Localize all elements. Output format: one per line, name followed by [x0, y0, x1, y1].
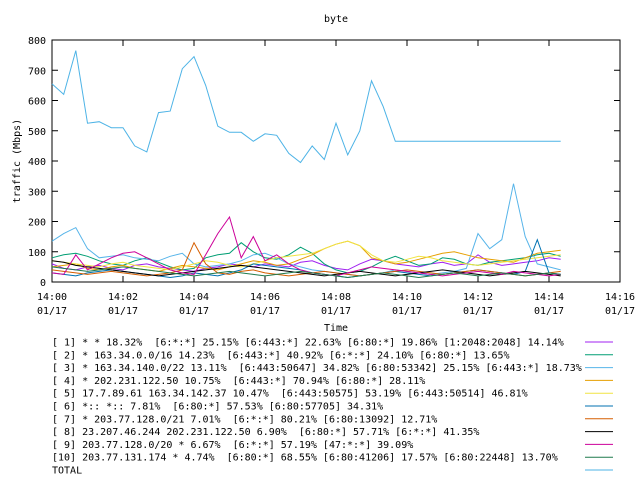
legend-label-7: [ 7] * 203.77.128.0/21 7.01% [6:*:*] 80.…	[52, 414, 437, 425]
x-tick-label-time: 14:14	[534, 292, 564, 303]
series-line-9	[51, 215, 561, 277]
x-tick-label-date: 01/17	[605, 306, 635, 317]
x-tick-label-date: 01/17	[179, 306, 209, 317]
x-tick-label-time: 14:06	[250, 292, 280, 303]
x-tick-label-date: 01/17	[392, 306, 422, 317]
y-tick-label: 200	[28, 218, 46, 229]
legend-label-5: [ 5] 17.7.89.61 163.34.142.37 10.47% [6:…	[52, 389, 528, 400]
series-line-10	[51, 266, 561, 279]
series-lines	[51, 50, 561, 279]
y-tick-label: 300	[28, 187, 46, 198]
x-tick-label-time: 14:02	[108, 292, 138, 303]
series-line-8	[51, 260, 561, 277]
y-tick-label: 700	[28, 66, 46, 77]
x-tick-label-time: 14:00	[37, 292, 67, 303]
y-axis-ticks: 0 100 200 300 400 500 600 700 800	[28, 36, 620, 289]
series-line-3	[51, 183, 561, 277]
x-tick-label-date: 01/17	[37, 306, 67, 317]
legend-label-11: TOTAL	[52, 466, 82, 477]
legend-label-4: [ 4] * 202.231.122.50 10.75% [6:443:*] 7…	[52, 376, 425, 387]
legend-label-8: [ 8] 23.207.46.244 202.231.122.50 6.90% …	[52, 427, 479, 438]
legend-label-10: [10] 203.77.131.174 * 4.74% [6:80:*] 68.…	[52, 453, 558, 464]
x-tick-label-time: 14:12	[463, 292, 493, 303]
x-tick-label-time: 14:16	[605, 292, 635, 303]
legend: [ 1] * * 18.32% [6:*:*] 25.15% [6:443:*]…	[52, 338, 613, 477]
x-tick-label-time: 14:10	[392, 292, 422, 303]
y-axis-label: traffic (Mbps)	[12, 119, 23, 203]
x-tick-label-date: 01/17	[463, 306, 493, 317]
y-tick-label: 400	[28, 157, 46, 168]
legend-label-9: [ 9] 203.77.128.0/20 * 6.67% [6:*:*] 57.…	[52, 440, 413, 451]
x-axis-label: Time	[324, 323, 348, 334]
y-tick-label: 500	[28, 127, 46, 138]
x-tick-label-date: 01/17	[108, 306, 138, 317]
series-line-11	[51, 50, 561, 164]
y-tick-label: 0	[40, 278, 46, 289]
legend-label-2: [ 2] * 163.34.0.0/16 14.23% [6:443:*] 40…	[52, 350, 510, 361]
x-tick-label-date: 01/17	[321, 306, 351, 317]
x-tick-label-time: 14:04	[179, 292, 209, 303]
x-axis-ticks: 14:00 01/17 14:02 01/17 14:04 01/17 14:06 01/17…	[37, 40, 635, 317]
x-tick-label-date: 01/17	[250, 306, 280, 317]
legend-label-6: [ 6] *:: *:: 7.81% [6:80:*] 57.53% [6:80…	[52, 402, 383, 413]
x-tick-label-time: 14:08	[321, 292, 351, 303]
x-tick-label-date: 01/17	[534, 306, 564, 317]
legend-label-3: [ 3] * 163.34.140.0/22 13.11% [6:443:506…	[52, 363, 582, 374]
legend-label-1: [ 1] * * 18.32% [6:*:*] 25.15% [6:443:*]…	[52, 338, 564, 349]
y-tick-label: 600	[28, 97, 46, 108]
series-line-5	[51, 240, 561, 271]
y-tick-label: 800	[28, 36, 46, 47]
chart-title: byte	[324, 14, 348, 25]
y-tick-label: 100	[28, 248, 46, 259]
